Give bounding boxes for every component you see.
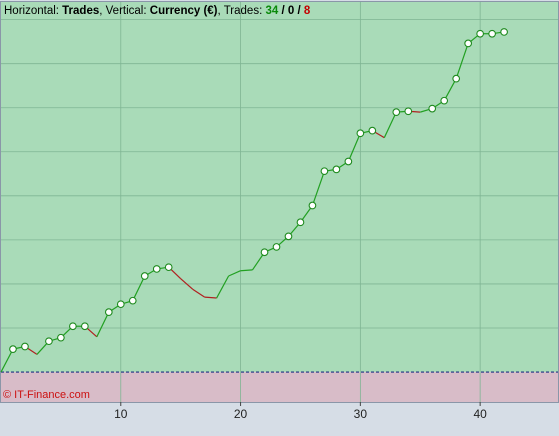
comma-2: ,	[217, 5, 224, 17]
equity-point	[296, 218, 305, 227]
equity-point	[452, 74, 461, 83]
equity-point	[464, 39, 473, 48]
equity-point	[392, 108, 401, 116]
equity-point	[80, 322, 89, 331]
vertical-label: Vertical:	[105, 5, 147, 17]
equity-segment-up	[96, 311, 110, 338]
equity-point	[476, 29, 484, 38]
equity-point	[428, 104, 437, 113]
equity-point	[104, 308, 113, 316]
equity-segment-up	[132, 275, 146, 301]
equity-point	[320, 167, 329, 176]
equity-point	[356, 129, 365, 138]
x-tick-label: 20	[234, 407, 248, 421]
chart-header: Horizontal: Trades, Vertical: Currency (…	[4, 5, 310, 17]
equity-point	[284, 232, 293, 241]
trades-separator-1: /	[281, 5, 285, 17]
watermark: © IT-Finance.com	[3, 389, 90, 401]
x-tick-label: 30	[354, 407, 368, 421]
equity-point	[45, 337, 53, 346]
equity-point	[140, 272, 149, 280]
equity-point	[500, 28, 508, 36]
equity-point	[9, 345, 17, 353]
vertical-value: Currency (€)	[149, 5, 218, 17]
equity-point	[404, 107, 413, 116]
loss-zone	[1, 372, 558, 402]
equity-segment-up	[311, 170, 325, 206]
equity-point	[308, 201, 317, 210]
equity-segment-down	[204, 296, 217, 299]
horizontal-label: Horizontal:	[4, 5, 59, 17]
equity-point	[488, 29, 496, 38]
equity-point	[272, 243, 281, 251]
trades-neutral-count: 0	[287, 5, 295, 17]
equity-segment-down	[192, 288, 205, 298]
trades-win-count: 34	[265, 5, 279, 17]
trades-separator-2: /	[297, 5, 301, 17]
equity-point	[128, 296, 137, 305]
equity-segment-up	[443, 78, 457, 101]
x-tick-label: 10	[114, 407, 128, 421]
equity-segment-up	[240, 269, 253, 272]
equity-point	[57, 333, 65, 342]
equity-segment-up	[0, 348, 14, 373]
equity-segment-up	[228, 270, 241, 277]
trades-label: Trades:	[223, 5, 263, 17]
equity-point	[116, 300, 125, 309]
equity-segment-up	[383, 111, 397, 138]
equity-point	[368, 126, 377, 135]
equity-point	[440, 96, 449, 105]
comma-1: ,	[99, 5, 106, 17]
equity-point	[332, 165, 341, 174]
profit-zone	[1, 2, 558, 373]
equity-point	[152, 265, 161, 273]
equity-point	[344, 157, 353, 166]
equity-segment-up	[347, 133, 361, 162]
x-tick-label: 40	[473, 407, 487, 421]
horizontal-value: Trades	[62, 5, 100, 17]
equity-point	[69, 322, 77, 331]
equity-point	[260, 248, 269, 257]
equity-segment-up	[216, 275, 230, 299]
equity-segment-down	[180, 278, 194, 290]
trades-loss-count: 8	[303, 5, 311, 17]
equity-point	[164, 263, 173, 272]
equity-segment-up	[455, 43, 469, 79]
equity-point	[21, 342, 29, 351]
